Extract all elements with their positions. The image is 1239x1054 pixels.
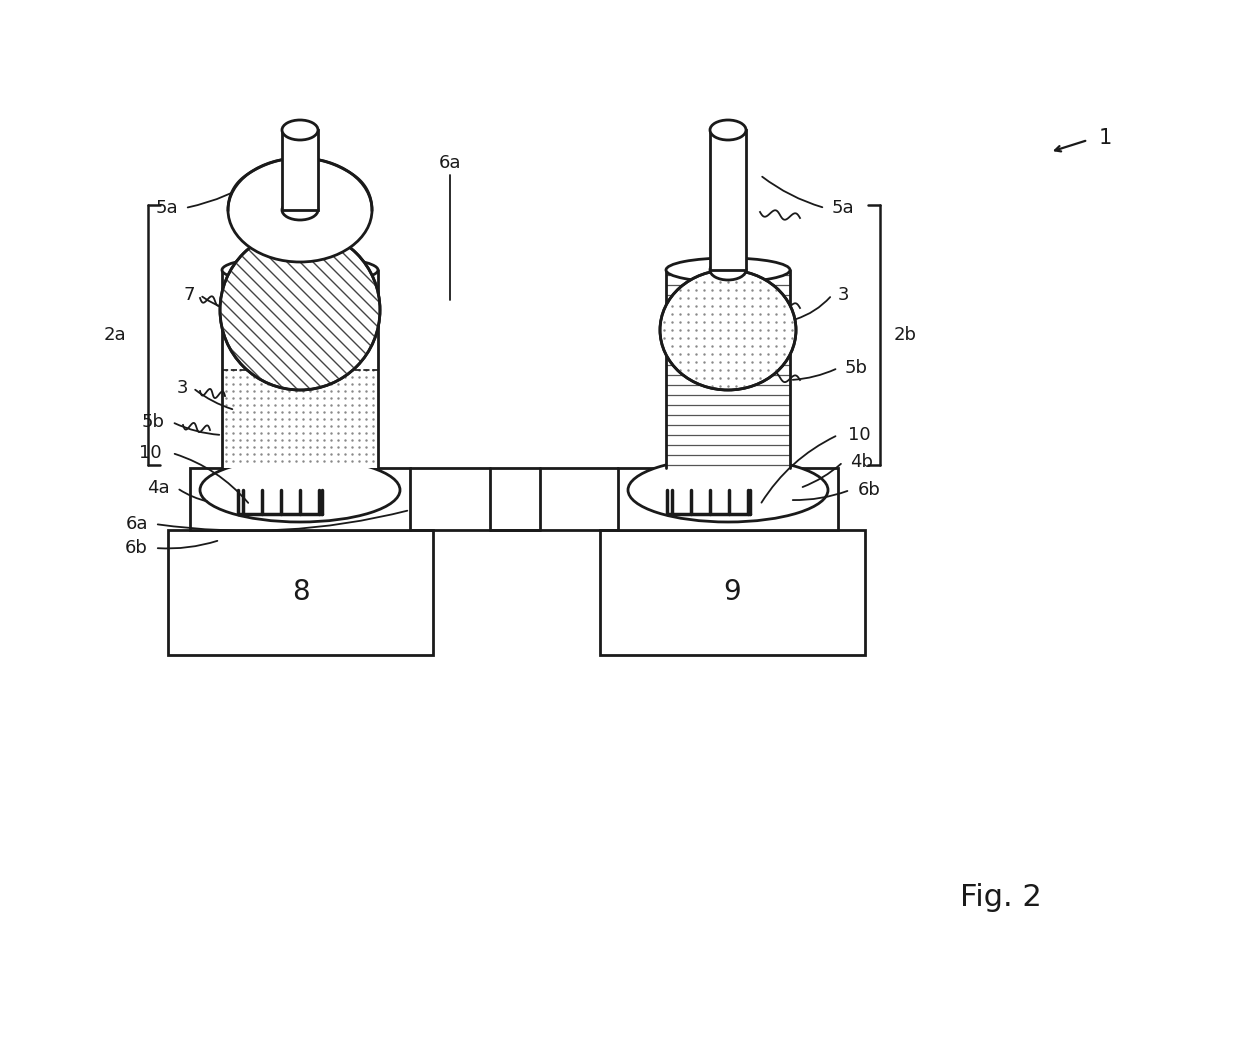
Ellipse shape bbox=[628, 458, 828, 522]
Text: 10: 10 bbox=[139, 444, 162, 462]
Ellipse shape bbox=[710, 260, 746, 280]
Text: 10: 10 bbox=[847, 426, 871, 444]
Text: 5a: 5a bbox=[155, 199, 178, 217]
Bar bbox=[222, 270, 378, 468]
Text: 6b: 6b bbox=[857, 481, 881, 499]
Bar bbox=[618, 468, 838, 530]
Text: 2a: 2a bbox=[104, 326, 126, 344]
Ellipse shape bbox=[282, 120, 318, 140]
Text: 9: 9 bbox=[724, 579, 741, 606]
Bar bbox=[710, 130, 746, 270]
Text: 3: 3 bbox=[176, 379, 188, 397]
Ellipse shape bbox=[710, 120, 746, 140]
Ellipse shape bbox=[660, 270, 795, 390]
Bar bbox=[667, 270, 790, 468]
Text: 3: 3 bbox=[838, 286, 850, 304]
Ellipse shape bbox=[667, 258, 790, 282]
Text: 5a: 5a bbox=[833, 199, 855, 217]
Text: 4a: 4a bbox=[147, 479, 170, 497]
Ellipse shape bbox=[282, 200, 318, 220]
Text: 6a: 6a bbox=[439, 154, 461, 172]
Bar bbox=[169, 530, 432, 655]
Text: 5b: 5b bbox=[845, 359, 869, 377]
Text: 8: 8 bbox=[291, 579, 310, 606]
Ellipse shape bbox=[222, 256, 378, 284]
Bar bbox=[600, 530, 865, 655]
Text: Fig. 2: Fig. 2 bbox=[960, 883, 1042, 913]
Ellipse shape bbox=[228, 158, 372, 262]
Text: 6a: 6a bbox=[125, 515, 147, 533]
Ellipse shape bbox=[221, 230, 380, 390]
Text: 4b: 4b bbox=[850, 453, 873, 471]
Bar bbox=[223, 271, 377, 467]
Ellipse shape bbox=[199, 458, 400, 522]
Bar bbox=[282, 130, 318, 210]
Text: 2b: 2b bbox=[893, 326, 917, 344]
Text: 7: 7 bbox=[183, 286, 195, 304]
Text: 6b: 6b bbox=[125, 539, 147, 557]
Text: 1: 1 bbox=[1099, 128, 1111, 148]
Bar bbox=[190, 468, 410, 530]
Text: 5b: 5b bbox=[142, 413, 165, 431]
